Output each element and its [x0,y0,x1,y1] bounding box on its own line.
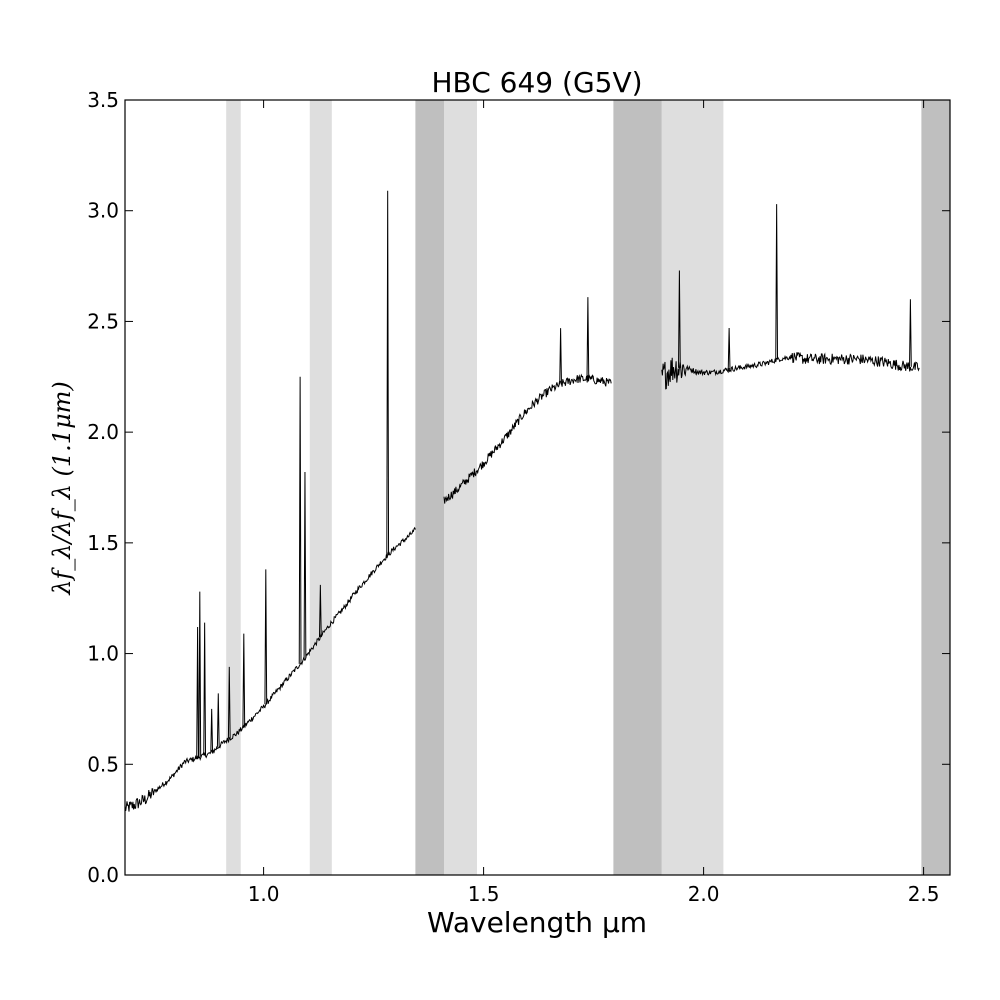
shaded-bands [226,100,950,875]
band-dark-2 [415,100,444,875]
y-tick-label-3: 1.5 [87,531,119,555]
band-light-5 [661,100,724,875]
emission-line-9 [303,471,307,658]
emission-line-7 [264,569,268,705]
emission-line-11 [386,190,390,556]
emission-line-4 [216,693,220,747]
emission-line-12 [559,328,562,385]
band-dark-6 [921,100,950,875]
x-tick-label-1: 1.5 [468,882,500,906]
emission-line-15 [727,328,731,370]
band-light-1 [309,100,332,875]
y-tick-label-2: 1.0 [87,642,119,666]
y-tick-label-7: 3.5 [87,88,119,112]
spectrum-segment-2 [661,351,920,390]
y-tick-label-6: 3.0 [87,199,119,223]
y-tick-label-1: 0.5 [87,752,119,776]
emission-line-6 [242,633,246,727]
emission-line-2 [203,622,207,756]
band-dark-4 [613,100,662,875]
emission-line-10 [318,584,322,638]
emission-line-14 [678,270,681,368]
y-tick-label-5: 2.5 [87,309,119,333]
y-ticks: 0.0 0.5 1.0 1.5 2.0 2.5 3.0 3.5 [87,88,950,887]
spectrum-series [124,190,920,812]
plot-frame [124,99,951,876]
chart-title: HBC 649 (G5V) [431,66,642,99]
emission-line-3 [210,708,214,753]
emission-line-16 [775,204,779,360]
band-light-0 [226,100,241,875]
y-tick-label-0: 0.0 [87,863,119,887]
emission-line-5 [227,666,231,739]
emission-line-0 [196,626,199,758]
spectrum-segment-1 [443,373,612,504]
x-ticks: 1.0 1.5 2.0 2.5 [248,100,940,906]
x-tick-label-3: 2.5 [908,882,940,906]
y-axis-label: λf_λ/λf_λ (1.1μm) [48,381,76,596]
x-tick-label-0: 1.0 [248,882,280,906]
x-tick-label-2: 2.0 [688,882,720,906]
emission-line-17 [909,299,912,367]
emission-line-13 [586,297,590,380]
y-tick-label-4: 2.0 [87,420,119,444]
emission-line-8 [298,376,302,664]
spectrum-segment-0 [124,526,416,812]
x-axis-label: Wavelength μm [427,906,647,939]
emission-line-1 [198,591,202,757]
